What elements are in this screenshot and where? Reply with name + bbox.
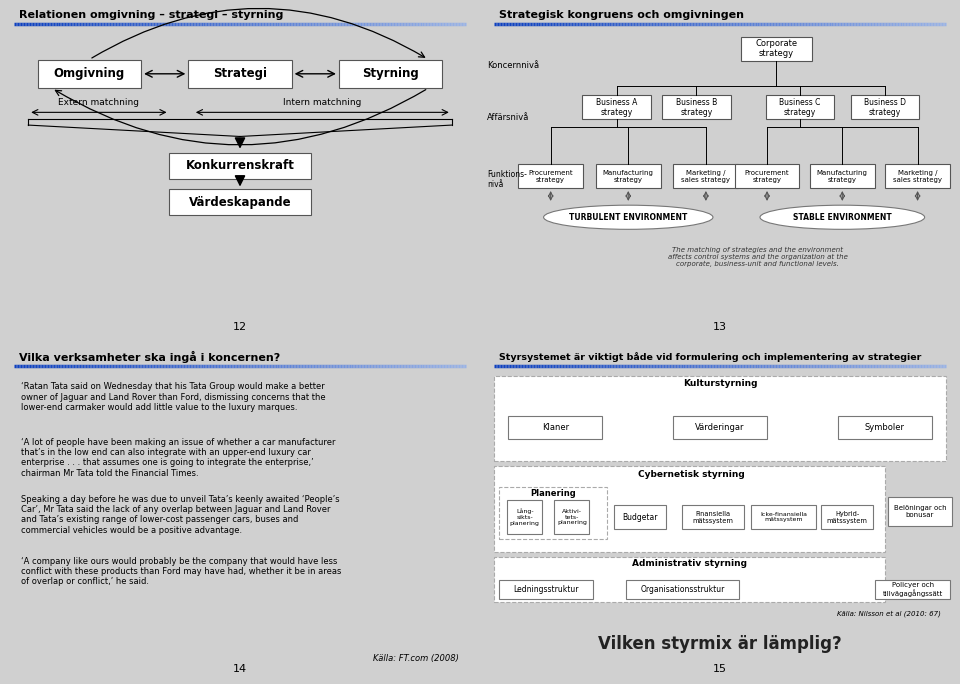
Text: Policyer och
tillvägagångssätt: Policyer och tillvägagångssätt — [883, 582, 943, 597]
FancyBboxPatch shape — [583, 95, 651, 120]
Text: ‘A company like ours would probably be the company that would have less
conflict: ‘A company like ours would probably be t… — [21, 557, 342, 586]
Text: Relationen omgivning – strategi – styrning: Relationen omgivning – strategi – styrni… — [19, 10, 283, 20]
Text: Planering: Planering — [530, 489, 576, 498]
FancyBboxPatch shape — [741, 37, 812, 61]
Text: Organisationsstruktur: Organisationsstruktur — [640, 585, 725, 594]
Text: Finansiella
mätssystem: Finansiella mätssystem — [692, 510, 733, 523]
Text: STABLE ENVIRONMENT: STABLE ENVIRONMENT — [793, 213, 892, 222]
Text: Business B
strategy: Business B strategy — [676, 98, 717, 117]
Text: Lång-
sikts-
planering: Lång- sikts- planering — [510, 508, 540, 525]
FancyBboxPatch shape — [596, 164, 660, 188]
Text: Omgivning: Omgivning — [54, 67, 125, 80]
Text: Aktivi-
tets-
planering: Aktivi- tets- planering — [557, 509, 587, 525]
Text: Symboler: Symboler — [865, 423, 904, 432]
FancyBboxPatch shape — [673, 164, 738, 188]
Text: Business D
strategy: Business D strategy — [864, 98, 905, 117]
Text: Kulturstyrning: Kulturstyrning — [683, 380, 757, 389]
Text: Procurement
strategy: Procurement strategy — [528, 170, 573, 183]
Text: Speaking a day before he was due to unveil Tata’s keenly awaited ‘People’s
Car’,: Speaking a day before he was due to unve… — [21, 495, 340, 535]
Text: Belöningar och
bonusar: Belöningar och bonusar — [894, 505, 947, 518]
Text: Vilken styrmix är lämplig?: Vilken styrmix är lämplig? — [598, 635, 842, 653]
FancyBboxPatch shape — [766, 95, 834, 120]
Text: Hybrid-
mätssystem: Hybrid- mätssystem — [827, 510, 868, 523]
Text: TURBULENT ENVIRONMENT: TURBULENT ENVIRONMENT — [569, 213, 687, 222]
Ellipse shape — [760, 205, 924, 229]
Text: 14: 14 — [233, 664, 247, 674]
Text: Icke-finansiella
mätssystem: Icke-finansiella mätssystem — [760, 512, 807, 523]
Text: Procurement
strategy: Procurement strategy — [745, 170, 789, 183]
Text: 13: 13 — [713, 322, 727, 332]
FancyBboxPatch shape — [37, 60, 141, 88]
FancyBboxPatch shape — [494, 376, 946, 461]
Text: Business A
strategy: Business A strategy — [596, 98, 637, 117]
FancyBboxPatch shape — [499, 487, 607, 539]
Text: Koncernnivå: Koncernnivå — [487, 61, 540, 70]
Text: Konkurrenskraft: Konkurrenskraft — [185, 159, 295, 172]
FancyBboxPatch shape — [810, 164, 875, 188]
Text: ‘Ratan Tata said on Wednesday that his Tata Group would make a better
owner of J: ‘Ratan Tata said on Wednesday that his T… — [21, 382, 325, 412]
Text: Värderingar: Värderingar — [695, 423, 745, 432]
FancyBboxPatch shape — [499, 580, 593, 598]
Text: Värdeskapande: Värdeskapande — [189, 196, 291, 209]
Ellipse shape — [543, 205, 713, 229]
Text: Manufacturing
strategy: Manufacturing strategy — [817, 170, 868, 183]
FancyBboxPatch shape — [888, 497, 951, 525]
FancyBboxPatch shape — [509, 416, 603, 439]
FancyBboxPatch shape — [838, 416, 931, 439]
Text: Styrning: Styrning — [362, 67, 419, 80]
Text: Cybernetisk styrning: Cybernetisk styrning — [638, 470, 745, 479]
Text: Strategisk kongruens och omgivningen: Strategisk kongruens och omgivningen — [499, 10, 744, 20]
Text: Business C
strategy: Business C strategy — [780, 98, 821, 117]
FancyBboxPatch shape — [751, 505, 816, 529]
Text: Affärsnivå: Affärsnivå — [487, 113, 530, 122]
Text: Funktions-
nivå: Funktions- nivå — [487, 170, 527, 189]
FancyBboxPatch shape — [518, 164, 583, 188]
FancyBboxPatch shape — [169, 189, 311, 215]
FancyBboxPatch shape — [683, 505, 743, 529]
Text: Corporate
strategy: Corporate strategy — [756, 39, 798, 58]
Text: Klaner: Klaner — [541, 423, 569, 432]
FancyBboxPatch shape — [673, 416, 767, 439]
FancyBboxPatch shape — [494, 466, 885, 551]
FancyBboxPatch shape — [507, 500, 542, 534]
FancyBboxPatch shape — [169, 153, 311, 179]
FancyBboxPatch shape — [821, 505, 873, 529]
Text: Administrativ styrning: Administrativ styrning — [632, 560, 747, 568]
FancyBboxPatch shape — [626, 580, 739, 598]
Text: Intern matchning: Intern matchning — [283, 98, 362, 107]
Text: Extern matchning: Extern matchning — [59, 98, 139, 107]
FancyBboxPatch shape — [851, 95, 919, 120]
FancyBboxPatch shape — [188, 60, 292, 88]
FancyBboxPatch shape — [339, 60, 443, 88]
FancyBboxPatch shape — [885, 164, 950, 188]
Text: 15: 15 — [713, 664, 727, 674]
FancyBboxPatch shape — [876, 580, 950, 598]
Text: Ledningsstruktur: Ledningsstruktur — [514, 585, 579, 594]
Text: ‘A lot of people have been making an issue of whether a car manufacturer
that’s : ‘A lot of people have been making an iss… — [21, 438, 336, 478]
FancyBboxPatch shape — [494, 557, 885, 602]
FancyBboxPatch shape — [734, 164, 800, 188]
Text: Vilka verksamheter ska ingå i koncernen?: Vilka verksamheter ska ingå i koncernen? — [19, 351, 280, 363]
FancyBboxPatch shape — [662, 95, 731, 120]
Text: Budgetar: Budgetar — [622, 512, 658, 521]
FancyBboxPatch shape — [614, 505, 666, 529]
Text: Källa: FT.com (2008): Källa: FT.com (2008) — [372, 655, 459, 663]
Text: Marketing /
sales strategy: Marketing / sales strategy — [893, 170, 942, 183]
Text: Källa: Nilsson et al (2010: 67): Källa: Nilsson et al (2010: 67) — [837, 610, 941, 617]
Text: Strategi: Strategi — [213, 67, 267, 80]
Text: Styrsystemet är viktigt både vid formulering och implementering av strategier: Styrsystemet är viktigt både vid formule… — [499, 352, 922, 362]
Text: Manufacturing
strategy: Manufacturing strategy — [603, 170, 654, 183]
Text: 12: 12 — [233, 322, 247, 332]
Text: Marketing /
sales strategy: Marketing / sales strategy — [682, 170, 731, 183]
Text: The matching of strategies and the environment
affects control systems and the o: The matching of strategies and the envir… — [668, 246, 848, 267]
FancyBboxPatch shape — [554, 500, 589, 534]
